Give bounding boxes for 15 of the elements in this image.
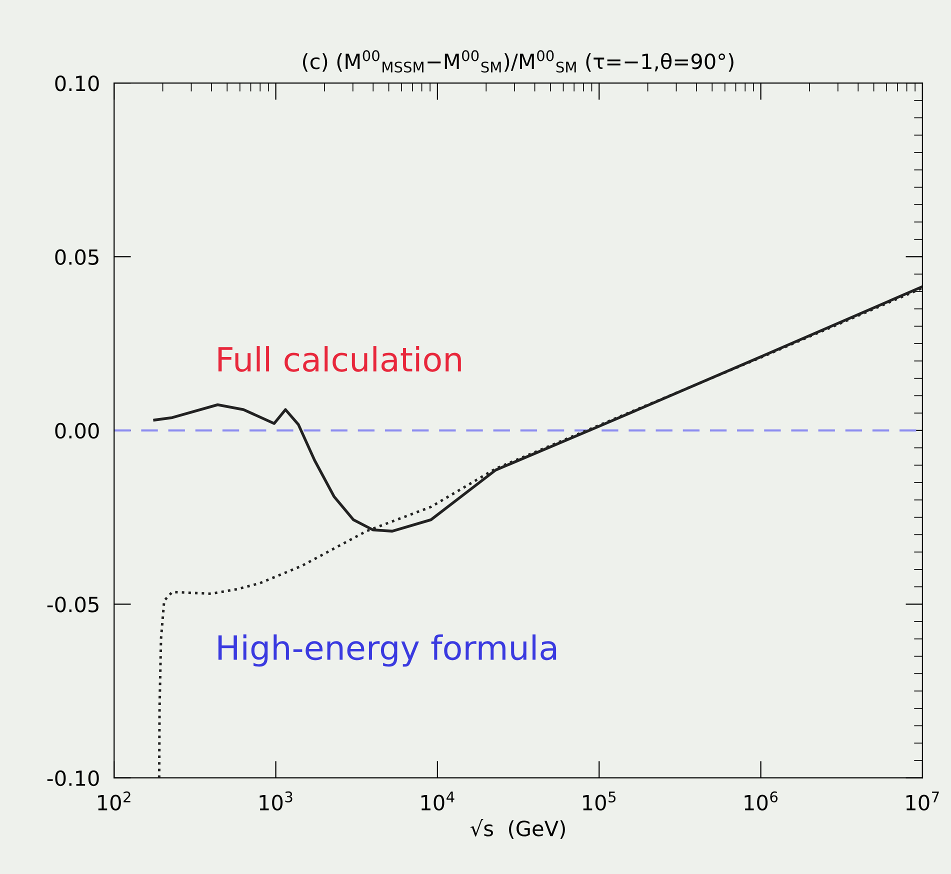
x-tick-label: 10$^{2}$ — [98, 791, 130, 810]
x-axis-title: √s (GeV) — [470, 819, 565, 839]
x-tick-label: 10$^{4}$ — [421, 792, 454, 811]
series-label: High-energy formula — [218, 634, 556, 667]
x-tick-label: 10$^{5}$ — [583, 792, 616, 811]
y-tick-label: -0.05 — [47, 596, 98, 612]
y-tick-label: 0.05 — [55, 249, 98, 265]
y-tick-label: -0.10 — [47, 770, 99, 786]
y-tick-label: 0.10 — [55, 75, 99, 92]
x-tick-label: 10$^{6}$ — [744, 791, 778, 810]
chart-title: (c) (M$^{00}$$_{MSSM}$−M$^{00}$$_{SM}$)/M$^{00}$$_{SM}$ (τ=−1,θ=90°) — [303, 50, 734, 73]
y-tick-label: 0.00 — [55, 422, 99, 439]
x-tick-label: 10$^{3}$ — [260, 791, 292, 810]
series-label: Full calculation — [218, 346, 461, 372]
x-tick-label: 10$^{7}$ — [906, 792, 939, 811]
